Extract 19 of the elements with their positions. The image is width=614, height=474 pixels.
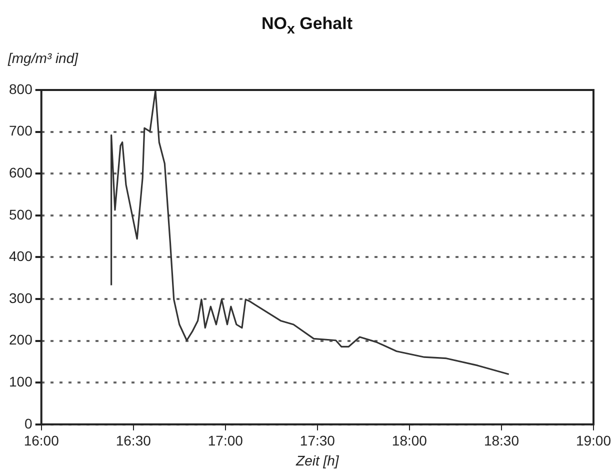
x-tick-label: 19:00 — [576, 432, 612, 449]
chart-title: NO$_{x}$ Gehalt — [260, 14, 354, 38]
y-tick-label: 400 — [9, 248, 33, 264]
y-tick-label: 800 — [9, 80, 33, 97]
y-tick-label: 700 — [9, 122, 33, 139]
y-axis-title: [mg/m³ ind] — [8, 50, 78, 66]
y-tick-label: 200 — [9, 332, 33, 348]
x-tick-label: 18:30 — [484, 432, 520, 449]
x-tick-label: 17:30 — [300, 432, 336, 449]
y-tick-label: 100 — [9, 373, 33, 390]
y-tick-label: 500 — [9, 206, 33, 222]
y-tick-label: 0 — [24, 415, 33, 432]
x-tick-label: 16:30 — [116, 432, 152, 449]
y-tick-label: 300 — [9, 290, 33, 306]
x-tick-label: 17:00 — [208, 432, 244, 449]
x-tick-label: 18:00 — [392, 432, 428, 449]
x-tick-label: 16:00 — [24, 432, 60, 449]
y-tick-label: 600 — [9, 164, 33, 180]
x-axis-title: Zeit [h] — [295, 452, 340, 468]
